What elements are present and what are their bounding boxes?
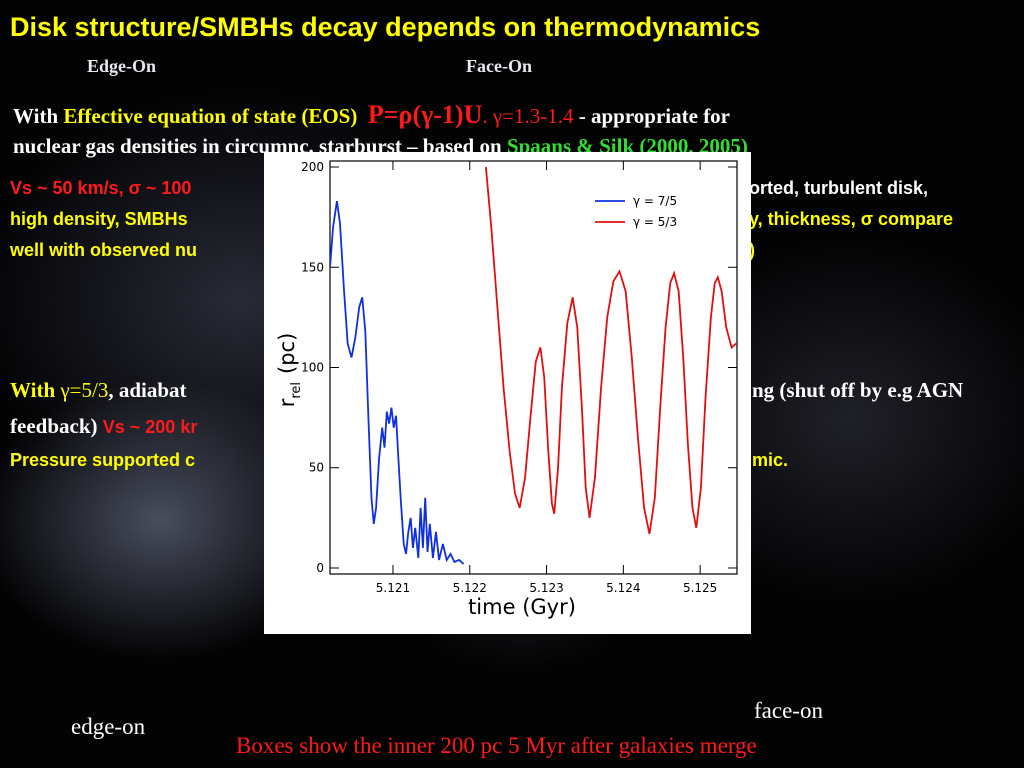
y-axis-label: rrel (pc): [275, 333, 304, 408]
x-axis-label: time (Gyr): [468, 595, 576, 619]
text: With: [13, 104, 64, 128]
label: edge-on: [71, 714, 146, 739]
text: P=ρ(γ-1)U: [367, 100, 483, 129]
text: Vs ~ 200 kr: [102, 417, 198, 437]
y-tick-label: 0: [316, 561, 324, 575]
label: Edge-On: [87, 56, 157, 76]
y-tick-label: 200: [301, 160, 324, 174]
y-tick-label: 100: [301, 361, 324, 375]
text: Pressure supported c: [10, 450, 196, 470]
caption: Boxes show the inner 200 pc 5 Myr after …: [236, 733, 757, 758]
text: ng (shut off by e.g AGN: [752, 378, 964, 402]
y-tick-label: 50: [309, 461, 324, 475]
title: Disk structure/SMBHs decay depends on th…: [10, 12, 761, 42]
y-axis-label-main: r: [275, 398, 299, 407]
text: , adiabat: [108, 378, 187, 402]
x-tick-label: 5.125: [683, 581, 717, 595]
series-line: [330, 200, 465, 565]
text: With: [10, 378, 61, 402]
text: well with observed nu: [10, 240, 198, 260]
y-tick-label: 150: [301, 260, 324, 274]
label: face-on: [754, 698, 823, 723]
text: γ=5/3: [60, 378, 109, 402]
x-tick-label: 5.124: [606, 581, 640, 595]
paragraph: With Effective equation of state (EOS) P…: [13, 100, 730, 130]
chart: time (Gyr) rrel (pc) 0 50 100 150 200 5.121 5.1…: [264, 152, 751, 634]
text: Vs ~ 50 km/s, σ ~ 100: [10, 178, 192, 198]
label: Face-On: [466, 56, 532, 76]
series-line: [484, 166, 737, 535]
y-axis-label-unit: (pc): [275, 333, 299, 374]
legend-label: γ = 5/3: [633, 215, 677, 229]
text: feedback): [10, 414, 103, 438]
x-tick-label: 5.121: [376, 581, 410, 595]
text: y, thickness, σ compare: [749, 209, 954, 229]
text: mic.: [752, 450, 789, 470]
text: . γ=1.3-1.4: [482, 104, 574, 128]
text: Effective equation of state (EOS): [63, 104, 358, 128]
y-axis-label-sub: rel: [289, 382, 304, 399]
x-tick-label: 5.122: [453, 581, 487, 595]
paragraph: feedback) Vs ~ 200 kr: [10, 414, 197, 439]
x-tick-label: 5.123: [529, 581, 563, 595]
legend-label: γ = 7/5: [633, 194, 677, 208]
paragraph: With γ=5/3, adiabat: [10, 378, 187, 403]
text: - appropriate for: [573, 104, 731, 128]
text: orted, turbulent disk,: [749, 178, 929, 198]
text: high density, SMBHs: [10, 209, 188, 229]
text: ): [749, 240, 755, 260]
paragraph: nuclear gas densities in circumnc. starb…: [13, 134, 748, 159]
